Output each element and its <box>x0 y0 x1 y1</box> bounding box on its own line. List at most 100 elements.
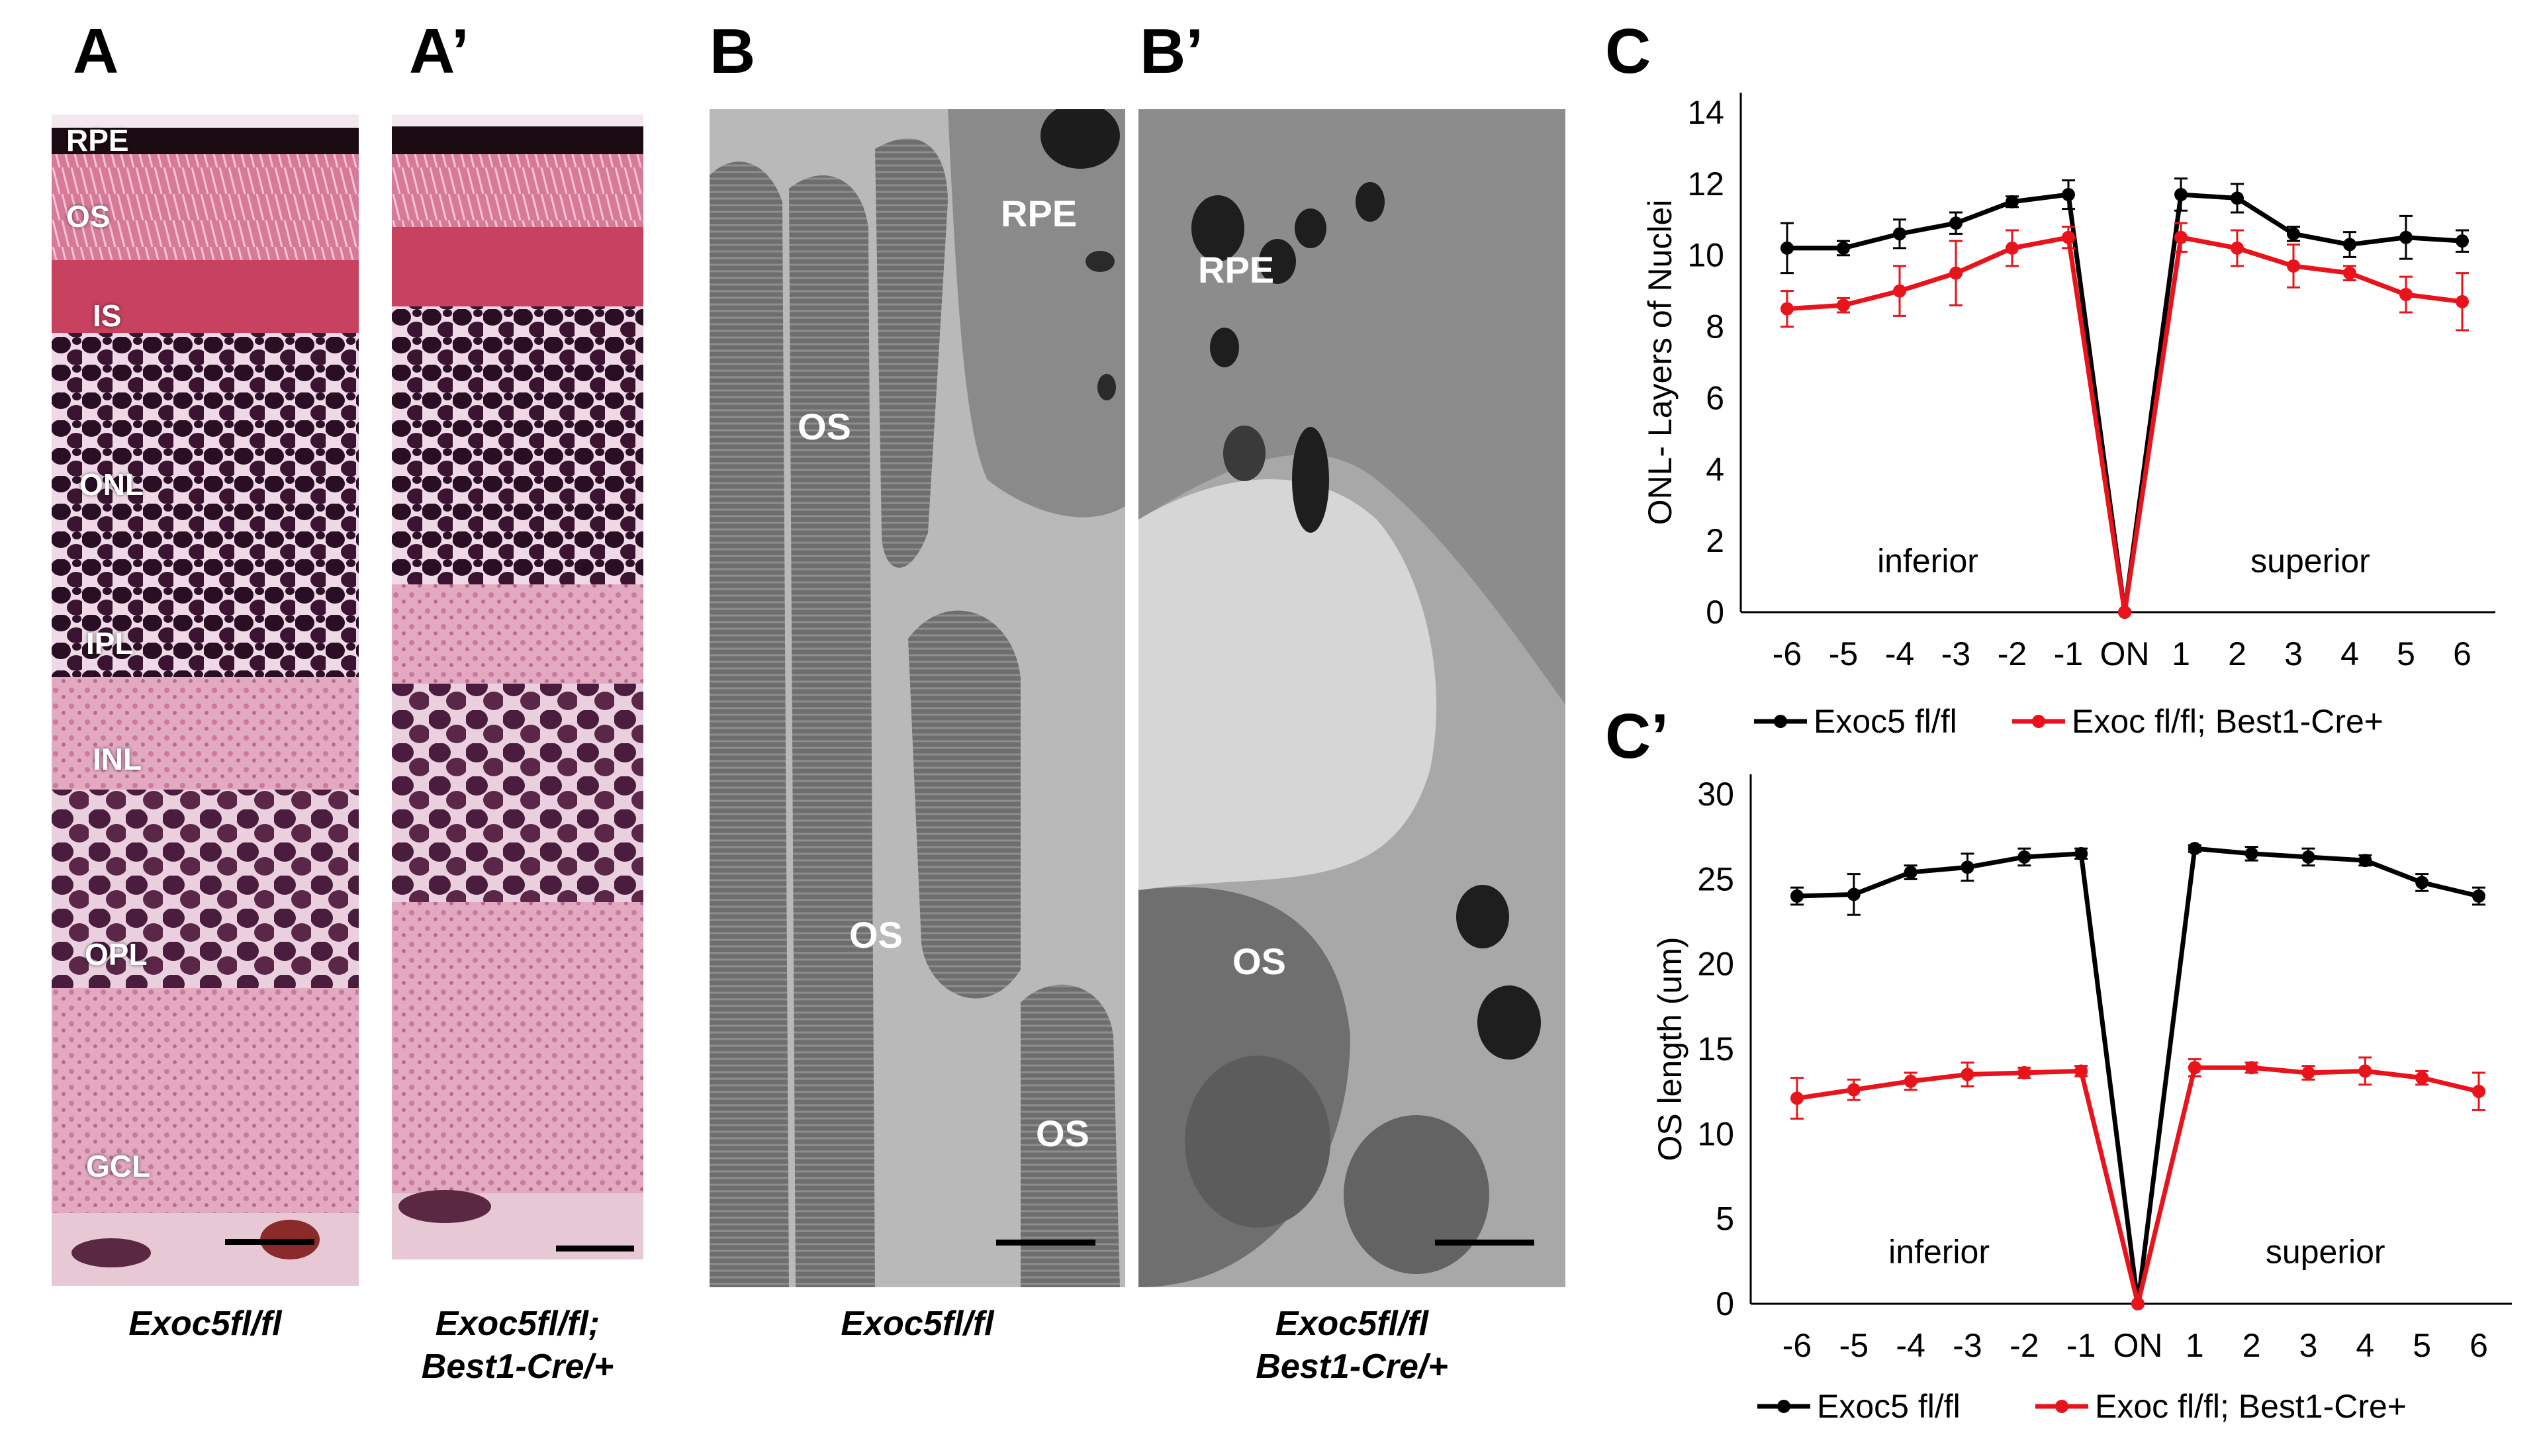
histology-illustration <box>52 114 359 1286</box>
caption-a-prime-line2: Best1-Cre/+ <box>421 1347 614 1386</box>
data-point <box>1893 284 1906 298</box>
em-illustration <box>710 109 1125 1287</box>
data-point <box>1847 887 1861 901</box>
x-tick-label: -1 <box>2054 635 2083 672</box>
histology-illustration <box>392 114 643 1259</box>
x-tick-label: -6 <box>1782 1327 1812 1364</box>
data-point <box>2188 842 2201 856</box>
layer-label-rpe: RPE <box>66 123 129 158</box>
y-tick-label: 0 <box>1716 1285 1734 1322</box>
data-point <box>2231 191 2244 205</box>
legend-label-1: Exoc fl/fl; Best1-Cre+ <box>2095 1388 2407 1425</box>
x-tick-label: -4 <box>1896 1327 1925 1364</box>
x-tick-label: ON <box>2113 1327 2163 1364</box>
x-tick-label: -1 <box>2066 1327 2096 1364</box>
em-label-os-3: OS <box>1036 1113 1089 1154</box>
x-tick-label: ON <box>2100 635 2150 672</box>
data-point <box>1780 302 1794 316</box>
panel-letter-b-prime: B’ <box>1140 16 1203 87</box>
data-point <box>1790 889 1804 903</box>
data-point <box>2343 238 2356 251</box>
data-point <box>1949 216 1963 230</box>
legend-marker-0 <box>1774 715 1787 728</box>
caption-b: Exoc5fl/fl <box>841 1304 994 1343</box>
y-tick-label: 30 <box>1697 776 1734 813</box>
data-point <box>2415 1071 2429 1085</box>
annotation-inferior: inferior <box>1877 543 1978 580</box>
y-tick-label: 15 <box>1697 1030 1734 1068</box>
x-tick-label: -6 <box>1773 635 1802 672</box>
data-point <box>2358 1064 2372 1078</box>
y-tick-label: 12 <box>1687 165 1724 203</box>
x-tick-label: 5 <box>2413 1327 2431 1364</box>
annotation-inferior: inferior <box>1888 1233 1990 1270</box>
data-point <box>1790 1091 1804 1105</box>
scale-bar-b <box>996 1240 1095 1246</box>
x-tick-label: 3 <box>2284 635 2303 672</box>
em-image-control <box>710 109 1125 1287</box>
data-point <box>2017 1066 2031 1079</box>
data-point <box>2074 846 2088 860</box>
layer-label-opl: OPL <box>85 937 148 972</box>
layer-label-gcl: GCL <box>86 1149 151 1183</box>
data-point <box>2062 230 2075 244</box>
x-tick-label: 3 <box>2299 1327 2318 1364</box>
data-point <box>2244 846 2258 860</box>
y-axis-label: ONL- Layers of Nuclei <box>1641 200 1679 525</box>
layer-label-os: OS <box>66 199 111 234</box>
x-tick-label: -3 <box>1953 1327 1982 1364</box>
data-point <box>1837 298 1850 312</box>
chart-os-length: 0 5 10 15 20 25 30 -6 -5 -4 -3 -2 -1 ON 1 2 3 4 5 6 OS lengt… <box>1651 774 2512 1425</box>
panel-letter-c-prime: C’ <box>1605 701 1669 772</box>
x-tick-label: 6 <box>2470 1327 2488 1364</box>
layer-label-onl: ONL <box>79 467 144 502</box>
legend-marker-0 <box>1777 1400 1790 1413</box>
data-point <box>2415 876 2429 889</box>
data-point <box>1961 860 1974 874</box>
y-tick-label: 25 <box>1697 860 1734 897</box>
data-point <box>2301 850 2315 864</box>
scale-bar-a <box>225 1239 314 1245</box>
legend-label-0: Exoc5 fl/fl <box>1814 703 1957 740</box>
data-point <box>2231 241 2244 255</box>
layer-label-is: IS <box>93 298 122 333</box>
data-point <box>2017 850 2031 864</box>
data-point <box>2244 1061 2258 1075</box>
data-point <box>2006 195 2019 208</box>
y-tick-label: 0 <box>1706 594 1724 631</box>
annotation-superior: superior <box>2266 1233 2385 1270</box>
panel-letter-a: A <box>73 16 119 87</box>
x-tick-label: -2 <box>2010 1327 2039 1364</box>
x-tick-label: -5 <box>1829 635 1858 672</box>
y-axis-label: OS length (um) <box>1651 936 1688 1161</box>
data-point <box>2074 1064 2088 1078</box>
data-point <box>2456 234 2469 248</box>
x-tick-label: 4 <box>2356 1327 2374 1364</box>
data-point <box>2131 1297 2145 1310</box>
panel-letter-c: C <box>1605 16 1651 87</box>
x-tick-label: -3 <box>1941 635 1970 672</box>
layer-label-ipl: IPL <box>86 626 134 660</box>
x-tick-label: 4 <box>2340 635 2359 672</box>
data-point <box>2358 854 2372 868</box>
data-point <box>1904 1074 1917 1088</box>
legend-label-1: Exoc fl/fl; Best1-Cre+ <box>2072 703 2383 740</box>
y-tick-label: 4 <box>1706 451 1724 488</box>
data-point <box>1837 241 1850 255</box>
x-tick-label: -2 <box>1998 635 2027 672</box>
data-point <box>1780 241 1794 255</box>
caption-b-prime: Exoc5fl/fl Best1-Cre/+ <box>1138 1302 1565 1388</box>
x-tick-label: 5 <box>2397 635 2415 672</box>
histology-image-knockout <box>392 114 643 1259</box>
y-tick-label: 2 <box>1706 522 1724 559</box>
data-point <box>2062 188 2075 202</box>
x-tick-label: 1 <box>2186 1327 2204 1364</box>
data-point <box>1904 866 1917 880</box>
em-label-rpe-knockout: RPE <box>1198 249 1275 291</box>
data-point <box>2174 230 2188 244</box>
y-tick-label: 20 <box>1697 946 1734 983</box>
x-tick-label: 6 <box>2453 635 2472 672</box>
y-tick-label: 6 <box>1706 379 1724 416</box>
caption-b-prime-line1: Exoc5fl/fl <box>1275 1304 1429 1343</box>
